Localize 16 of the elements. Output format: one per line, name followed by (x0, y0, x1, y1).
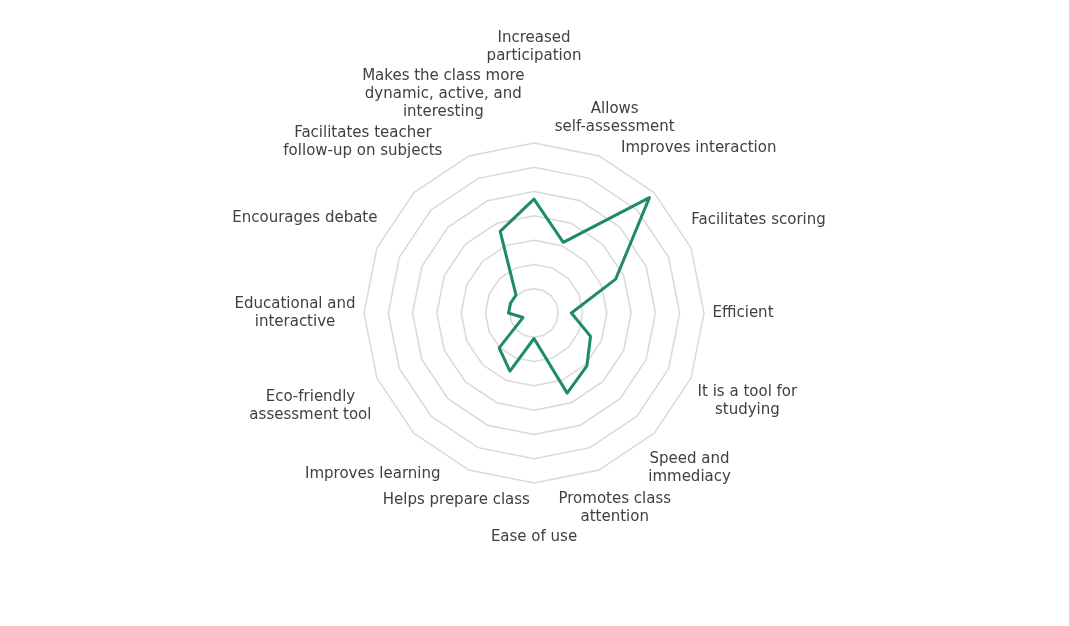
spoke-label: Helps prepare class (382, 490, 531, 509)
spoke-label: Ease of use (490, 526, 578, 545)
spoke-label: Speed and immediacy (648, 449, 731, 486)
spoke-label: Encourages debate (232, 207, 378, 226)
spoke-label: Facilitates teacher follow-up on subjects (283, 122, 443, 159)
spoke-label: Educational and interactive (234, 293, 356, 330)
spoke-label: Makes the class more dynamic, active, and interesting (362, 65, 525, 120)
spoke-label: Eco-friendly assessment tool (249, 386, 372, 423)
spoke-label: Facilitates scoring (691, 209, 826, 228)
spoke-label: Improves interaction (621, 138, 777, 157)
spoke-label: Improves learning (305, 464, 441, 483)
spoke-label: Promotes class attention (558, 488, 672, 525)
spoke-label: Increased participation (486, 27, 582, 64)
spoke-label: It is a tool for studying (697, 382, 799, 419)
spoke-label: Allows self-assessment (554, 98, 675, 135)
spoke-label: Efficient (712, 302, 774, 321)
